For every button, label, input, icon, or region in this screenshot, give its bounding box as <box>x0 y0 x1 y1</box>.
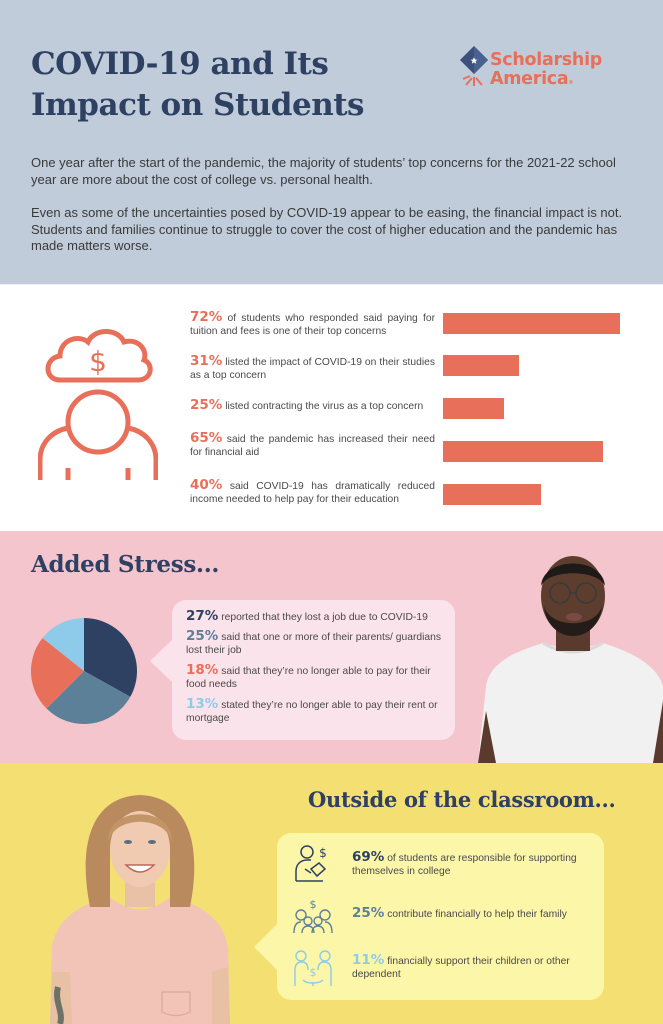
stress-speech-bubble: 27% reported that they lost a job due to… <box>172 600 455 740</box>
stress-item-food-needs: 18% said that they’re no longer able to … <box>186 662 431 690</box>
stress-pie-chart <box>30 618 138 725</box>
bar-tuition <box>443 313 620 334</box>
concern-item-tuition: 72% of students who responded said payin… <box>190 309 435 337</box>
title-line-1: COVID-19 and Its <box>31 46 329 82</box>
intro-paragraph-2: Even as some of the uncertainties posed … <box>31 205 623 253</box>
outside-item-self-support: 69% of students are responsible for supp… <box>352 849 577 877</box>
top-concerns-section: $ 72% of students who responded said pay… <box>0 284 663 531</box>
bar-virus <box>443 398 504 419</box>
student-photo-man <box>478 556 663 763</box>
stress-heading: Added Stress... <box>31 551 220 578</box>
concern-item-studies: 31% listed the impact of COVID-19 on the… <box>190 353 435 381</box>
svg-text:$: $ <box>310 966 317 979</box>
stress-item-lost-job: 27% reported that they lost a job due to… <box>186 608 428 624</box>
concern-item-financial-aid: 65% said the pandemic has increased thei… <box>190 430 435 458</box>
scholarship-america-logo: Scholarship America® <box>460 44 650 100</box>
stress-item-rent: 13% stated they’re no longer able to pay… <box>186 696 438 724</box>
added-stress-section: Added Stress... 27% reported that they l… <box>0 531 663 763</box>
concern-item-income: 40% said COVID-19 has dramatically reduc… <box>190 477 435 505</box>
page-title: COVID-19 and Its Impact on Students <box>31 44 365 126</box>
svg-text:$: $ <box>89 345 107 378</box>
speech-bubble-tail <box>254 923 278 971</box>
speech-bubble-tail <box>150 638 174 684</box>
svg-text:$: $ <box>310 898 317 911</box>
outside-classroom-section: Outside of the classroom... $ 69% of stu… <box>0 763 663 1024</box>
family-money-icon: $ <box>293 898 333 934</box>
outside-item-dependents: 11% financially support their children o… <box>352 952 570 980</box>
outside-item-family-support: 25% contribute financially to help their… <box>352 905 567 921</box>
concern-item-virus: 25% listed contracting the virus as a to… <box>190 397 424 413</box>
person-money-cloud-icon: $ <box>38 329 158 480</box>
stress-item-parents-lost-job: 25% said that one or more of their paren… <box>186 628 441 656</box>
title-line-2: Impact on Students <box>31 87 365 123</box>
logo-wordmark: Scholarship America® <box>490 50 602 89</box>
kite-star-icon <box>460 46 488 86</box>
intro-paragraph-1: One year after the start of the pandemic… <box>31 155 616 187</box>
bar-studies <box>443 355 519 376</box>
svg-text:$: $ <box>319 846 327 860</box>
outside-heading: Outside of the classroom... <box>308 787 616 812</box>
student-photo-woman <box>50 795 230 1024</box>
header-section: COVID-19 and Its Impact on Students Scho… <box>0 0 663 284</box>
person-finance-icon: $ <box>295 845 327 882</box>
outside-speech-bubble: $ 69% of students are responsible for su… <box>277 833 604 1000</box>
bar-income <box>443 484 541 505</box>
dependents-money-icon: $ <box>294 950 332 986</box>
bar-financial-aid <box>443 441 603 462</box>
